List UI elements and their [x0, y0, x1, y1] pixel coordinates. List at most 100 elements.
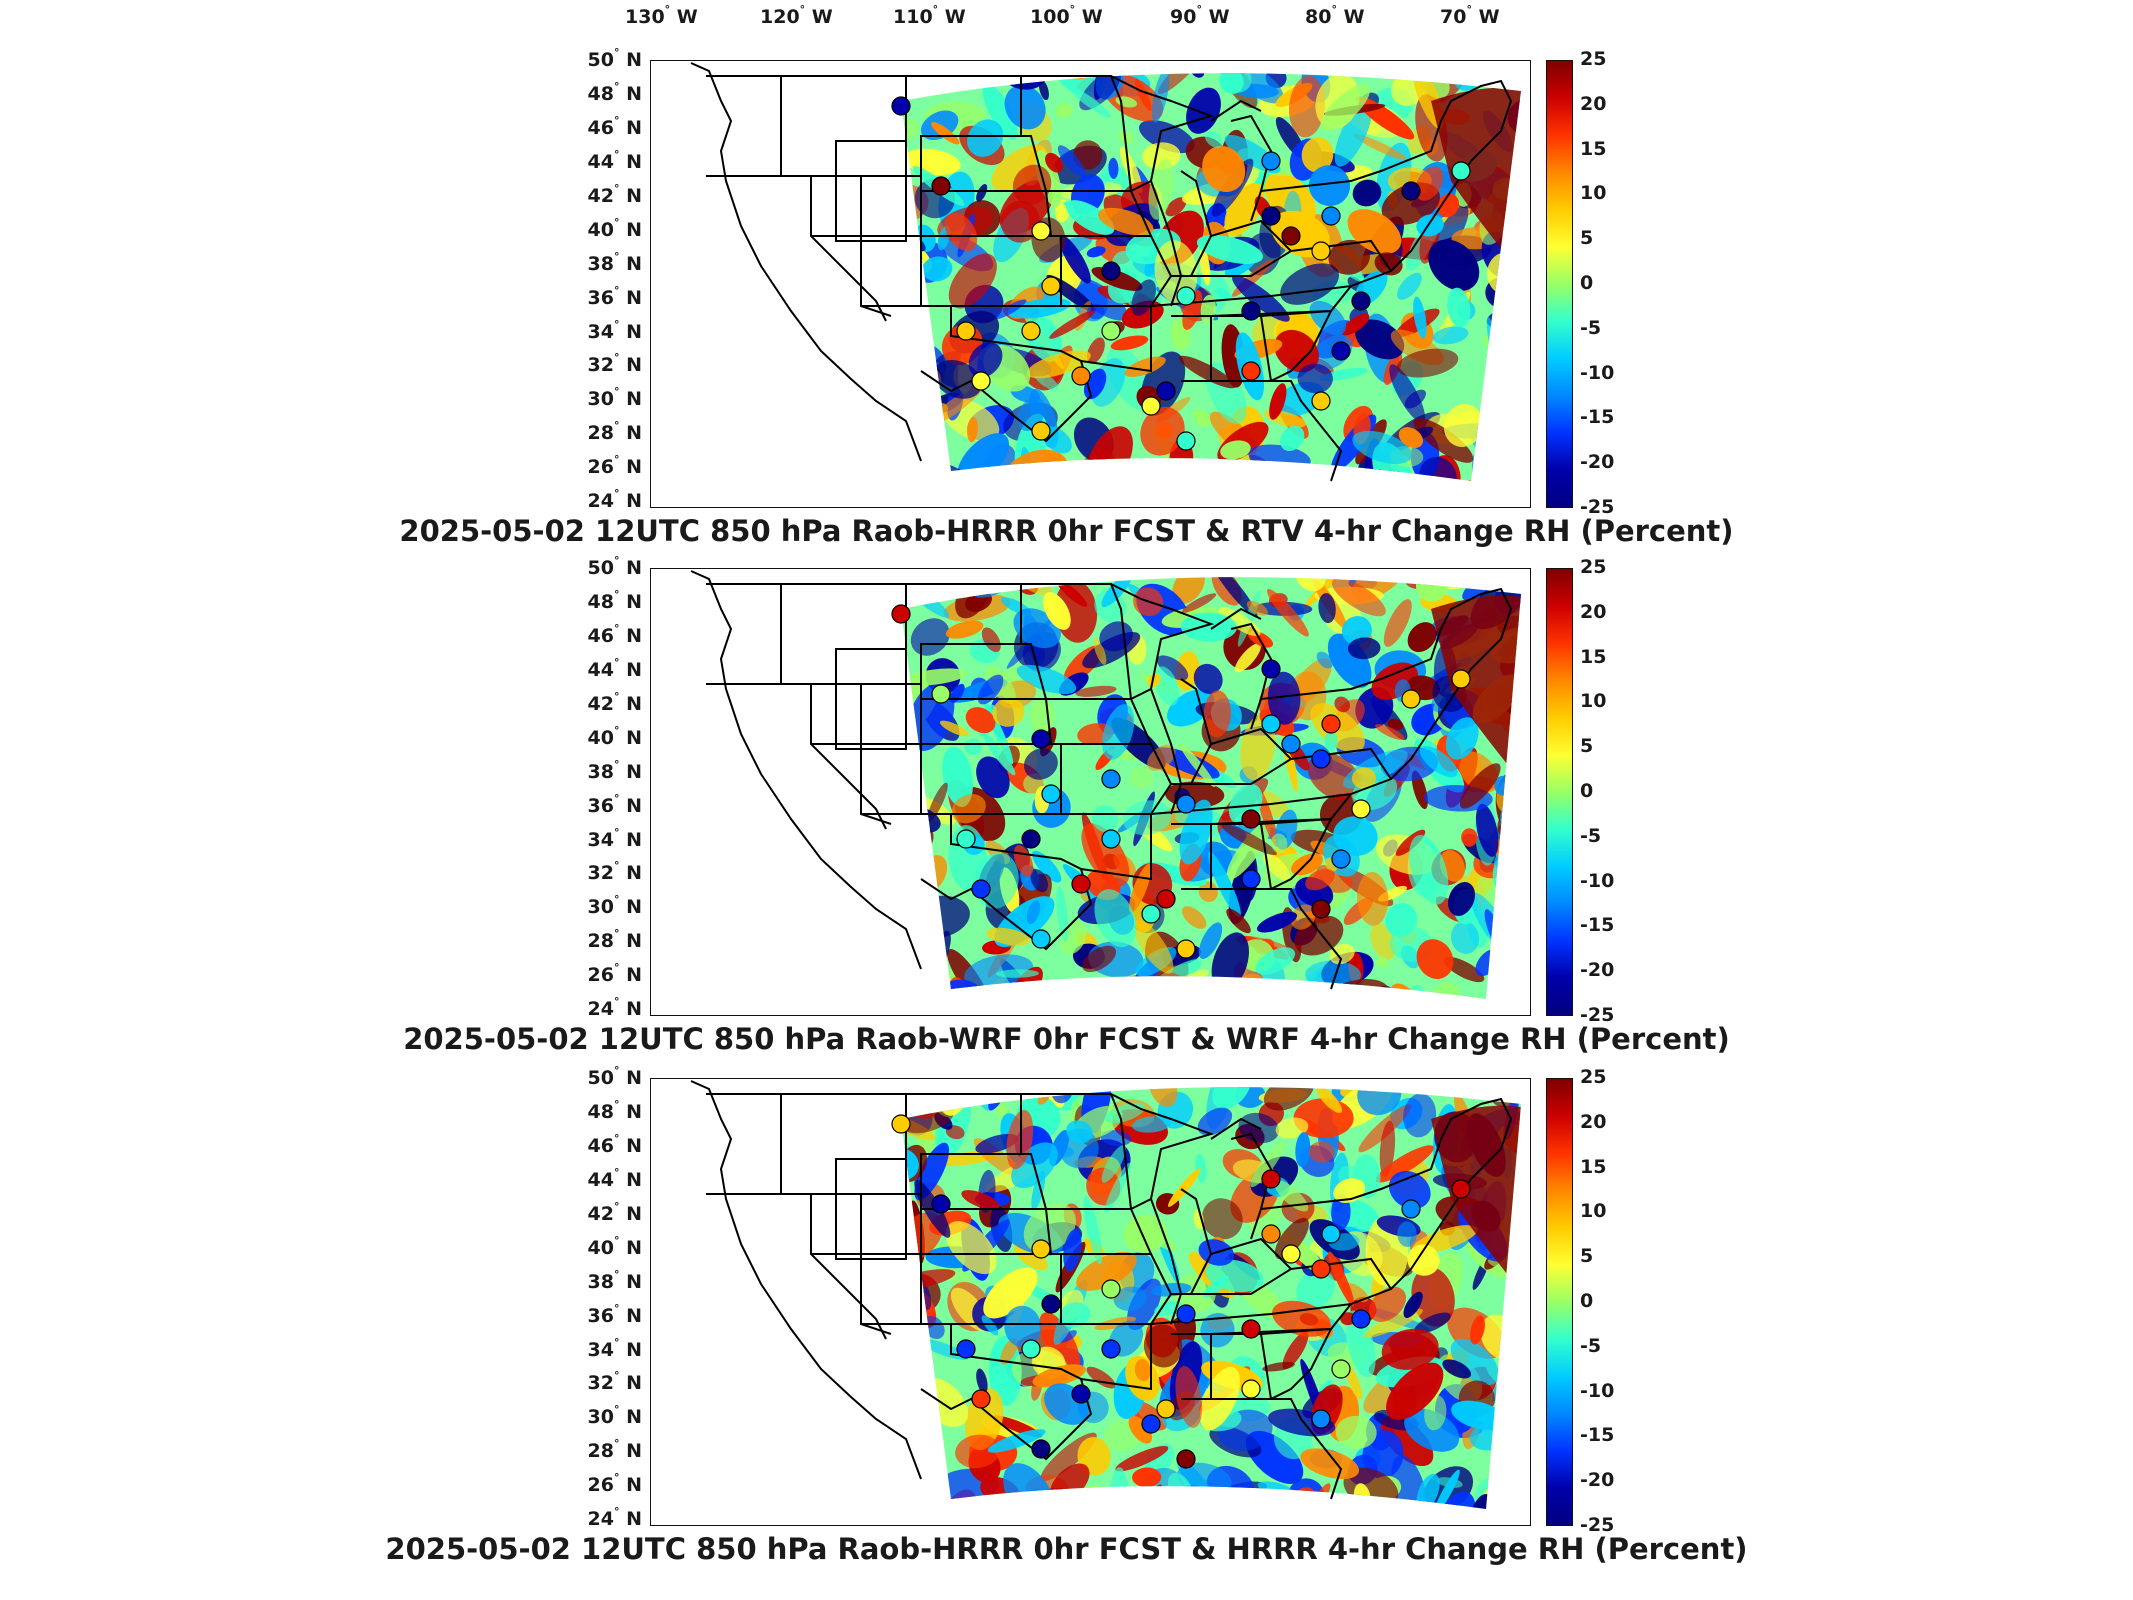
colorbar-tick-label: -10	[1580, 1379, 1615, 1402]
latitude-label: 46° N	[587, 113, 642, 139]
colorbar-tick-label: 0	[1580, 272, 1594, 294]
latitude-label: 30° N	[587, 1403, 642, 1429]
colorbar-tick-label: 20	[1580, 600, 1607, 623]
raob-station-marker	[1071, 1384, 1091, 1404]
raob-station-marker	[1031, 729, 1051, 749]
raob-station-marker	[1241, 869, 1261, 889]
map-panel: 2025-05-02 12UTC 850 hPa Raob-HRRR 0hr F…	[0, 46, 2133, 568]
colorbar-tick-label: -10	[1580, 869, 1615, 892]
colorbar	[1546, 1078, 1573, 1526]
map-panel: 2025-05-02 12UTC 850 hPa Raob-HRRR 0hr F…	[0, 1064, 2133, 1586]
colorbar-tick-label: -25	[1580, 1004, 1615, 1026]
colorbar-tick-label: 5	[1580, 735, 1594, 758]
colorbar-tick-label: -20	[1580, 959, 1615, 982]
latitude-label: 42° N	[587, 181, 642, 207]
latitude-label: 34° N	[587, 1335, 642, 1361]
latitude-label: 36° N	[587, 791, 642, 817]
raob-station-marker	[1031, 1439, 1051, 1459]
raob-station-marker	[1041, 1294, 1061, 1314]
latitude-label: 42° N	[587, 689, 642, 715]
raob-station-marker	[1331, 849, 1351, 869]
panel-title: 2025-05-02 12UTC 850 hPa Raob-WRF 0hr FC…	[403, 1022, 1730, 1056]
longitude-label: 100° W	[1030, 3, 1103, 28]
raob-station-marker	[1311, 1259, 1331, 1279]
raob-station-marker	[1401, 689, 1421, 709]
raob-station-marker	[1101, 1339, 1121, 1359]
colorbar-tick-label: -25	[1580, 1514, 1615, 1536]
raob-station-marker	[1331, 1359, 1351, 1379]
latitude-label: 48° N	[587, 1097, 642, 1123]
raob-station-marker	[1101, 769, 1121, 789]
raob-station-marker	[1261, 659, 1281, 679]
latitude-label: 40° N	[587, 1233, 642, 1259]
raob-station-marker	[1451, 1179, 1471, 1199]
raob-station-marker	[1321, 206, 1341, 226]
raob-station-marker	[1141, 1414, 1161, 1434]
raob-station-marker	[1071, 874, 1091, 894]
raob-station-marker	[1031, 1239, 1051, 1259]
raob-station-marker	[956, 1339, 976, 1359]
raob-station-marker	[1021, 321, 1041, 341]
raob-station-marker	[1141, 904, 1161, 924]
longitude-label: 120° W	[760, 3, 833, 28]
latitude-label: 48° N	[587, 587, 642, 613]
raob-station-marker	[1156, 1399, 1176, 1419]
latitude-label: 50° N	[587, 554, 642, 579]
latitude-label: 46° N	[587, 621, 642, 647]
latitude-label: 28° N	[587, 419, 642, 445]
raob-station-marker	[891, 1114, 911, 1134]
latitude-label: 38° N	[587, 757, 642, 783]
raob-station-marker	[1261, 151, 1281, 171]
longitude-label: 80° W	[1305, 3, 1365, 28]
latitude-label: 28° N	[587, 1437, 642, 1463]
raob-station-marker	[1021, 1339, 1041, 1359]
map-frame	[650, 568, 1531, 1016]
raob-station-marker	[971, 371, 991, 391]
colorbar-tick-label: -20	[1580, 1469, 1615, 1492]
map-frame	[650, 1078, 1531, 1526]
raob-station-marker	[1321, 1224, 1341, 1244]
colorbar-tick-label: 25	[1580, 556, 1607, 578]
colorbar-tick-label: 5	[1580, 227, 1594, 250]
colorbar-tick-label: 10	[1580, 690, 1607, 713]
colorbar-tick-label: 15	[1580, 1155, 1607, 1178]
raob-station-marker	[1101, 321, 1121, 341]
colorbar-tick-label: -15	[1580, 914, 1615, 937]
colorbar-tick-label: 10	[1580, 1200, 1607, 1223]
state-boundaries	[690, 62, 1513, 482]
raob-station-marker	[1451, 161, 1471, 181]
latitude-label: 26° N	[587, 1471, 642, 1497]
raob-station-marker	[1241, 301, 1261, 321]
rh-change-map	[690, 1080, 1521, 1509]
colorbar-tick-label: 15	[1580, 645, 1607, 668]
map-panel: 2025-05-02 12UTC 850 hPa Raob-WRF 0hr FC…	[0, 554, 2133, 1076]
raob-station-marker	[1261, 206, 1281, 226]
latitude-label: 42° N	[587, 1199, 642, 1225]
raob-station-marker	[1156, 381, 1176, 401]
raob-station-marker	[1101, 261, 1121, 281]
colorbar-tick-label: -5	[1580, 1334, 1602, 1357]
rh-field	[901, 577, 1521, 999]
colorbar	[1546, 568, 1573, 1016]
raob-station-marker	[1241, 361, 1261, 381]
colorbar-tick-label: -5	[1580, 824, 1602, 847]
latitude-label: 24° N	[587, 487, 642, 513]
latitude-label: 40° N	[587, 215, 642, 241]
colorbar-tick-label: -25	[1580, 496, 1615, 518]
raob-station-marker	[1176, 1304, 1196, 1324]
latitude-label: 32° N	[587, 1369, 642, 1395]
raob-station-marker	[1176, 431, 1196, 451]
colorbar-tick-label: 0	[1580, 780, 1594, 802]
colorbar-tick-label: -15	[1580, 406, 1615, 429]
raob-stations	[891, 1114, 1471, 1469]
colorbar-tick-label: -10	[1580, 361, 1615, 384]
raob-station-marker	[971, 879, 991, 899]
raob-station-marker	[971, 1389, 991, 1409]
latitude-label: 48° N	[587, 79, 642, 105]
raob-station-marker	[1241, 809, 1261, 829]
raob-station-marker	[931, 176, 951, 196]
raob-station-marker	[1311, 391, 1331, 411]
state-boundaries	[690, 1080, 1513, 1500]
latitude-label: 26° N	[587, 961, 642, 987]
raob-station-marker	[1176, 794, 1196, 814]
